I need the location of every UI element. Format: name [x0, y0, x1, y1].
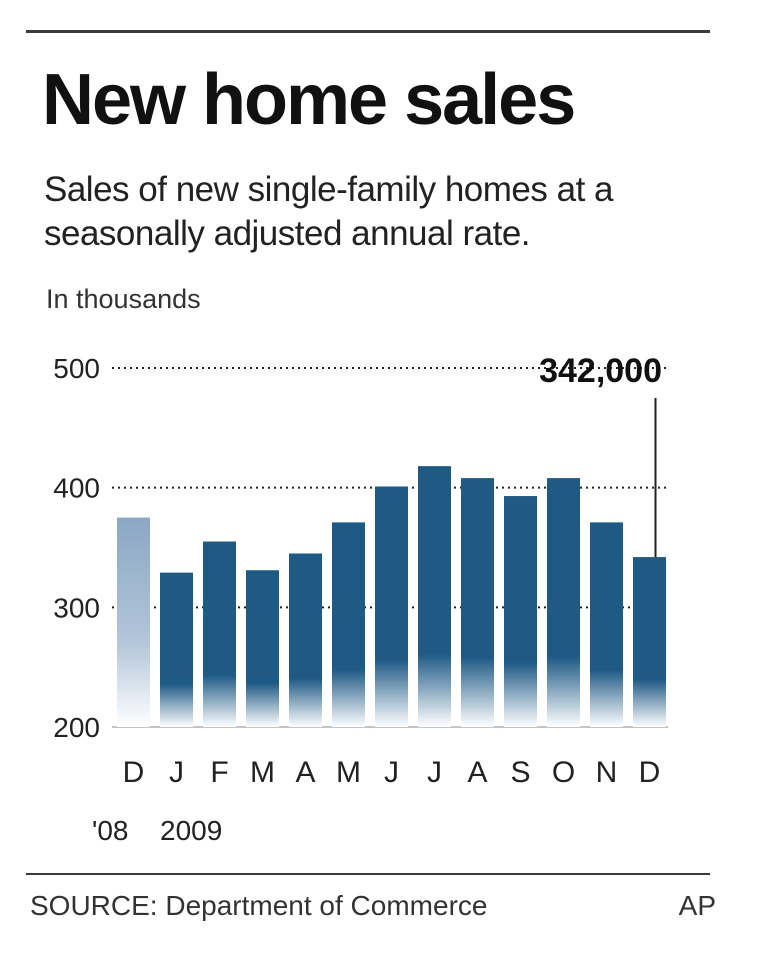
bar-11 [590, 522, 623, 727]
units-label: In thousands [46, 284, 201, 314]
x-tick-label-11: N [596, 756, 618, 789]
bar-12 [633, 557, 666, 727]
bottom-rule [26, 873, 710, 875]
x-tick-label-6: J [384, 756, 399, 789]
x-tick-label-1: J [169, 756, 184, 789]
chart-subtitle: Sales of new single-family homes at a se… [44, 170, 614, 253]
x-tick-label-12: D [639, 756, 661, 789]
bar-7 [418, 466, 451, 727]
y-tick-label-400: 400 [53, 473, 100, 504]
bar-0 [117, 517, 150, 727]
y-tick-label-500: 500 [53, 353, 100, 384]
x-tick-label-5: M [336, 756, 361, 789]
x-tick-label-0: D [123, 756, 145, 789]
bar-1 [160, 572, 193, 727]
bar-6 [375, 486, 408, 727]
y-tick-label-300: 300 [53, 592, 100, 623]
x-tick-label-2: F [210, 756, 228, 789]
chart-title: New home sales [42, 60, 576, 140]
x-tick-label-7: J [427, 756, 442, 789]
x-tick-label-3: M [250, 756, 275, 789]
bar-3 [246, 570, 279, 727]
callout-value-label: 342,000 [539, 352, 662, 390]
source-note: SOURCE: Department of Commerce [30, 890, 488, 921]
bar-2 [203, 541, 236, 727]
x-tick-label-4: A [295, 756, 315, 789]
y-tick-label-200: 200 [53, 712, 100, 743]
bar-4 [289, 553, 322, 727]
bar-10 [547, 478, 580, 727]
year-label-2008: '08 [92, 815, 129, 846]
credit-label: AP [678, 890, 716, 921]
x-tick-label-10: O [552, 756, 575, 789]
bar-5 [332, 522, 365, 727]
x-tick-label-9: S [510, 756, 530, 789]
bar-8 [461, 478, 494, 727]
bar-9 [504, 496, 537, 727]
year-label-2009: 2009 [160, 815, 222, 846]
x-tick-label-8: A [467, 756, 487, 789]
top-rule [26, 30, 710, 33]
